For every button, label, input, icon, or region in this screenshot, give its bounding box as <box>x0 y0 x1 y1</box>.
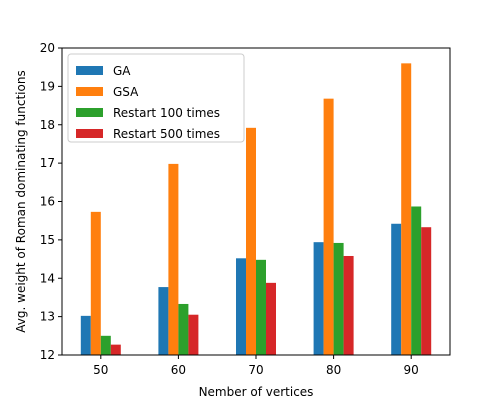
y-tick-label: 15 <box>40 233 55 247</box>
bar-gsa-60 <box>168 163 179 355</box>
y-axis-label: Avg. weight of Roman dominating function… <box>14 70 28 332</box>
bar-restart-500-times-90 <box>421 227 432 355</box>
y-tick-label: 12 <box>40 348 55 362</box>
bar-ga-70 <box>236 258 246 355</box>
bar-gsa-90 <box>401 63 412 355</box>
bar-restart-500-times-50 <box>110 344 121 355</box>
bar-restart-100-times-90 <box>411 206 422 355</box>
legend-swatch <box>76 87 103 96</box>
legend-swatch <box>76 108 103 117</box>
y-tick-label: 19 <box>40 79 55 93</box>
y-tick-label: 14 <box>40 271 55 285</box>
y-axis: 12 13 14 15 16 17 18 19 20 <box>40 41 62 362</box>
legend-swatch <box>76 66 103 75</box>
y-tick-label: 18 <box>40 118 55 132</box>
x-axis-label: Nember of vertices <box>199 385 314 399</box>
bar-gsa-80 <box>323 98 334 355</box>
legend-label: Restart 100 times <box>113 106 220 120</box>
bar-restart-100-times-70 <box>256 259 266 355</box>
legend-swatch <box>76 129 103 138</box>
x-tick-label: 90 <box>404 363 419 377</box>
bar-ga-90 <box>391 223 402 355</box>
bar-restart-100-times-80 <box>333 242 344 355</box>
legend: GA GSA Restart 100 times Restart 500 times <box>67 53 245 143</box>
bar-restart-100-times-50 <box>100 335 111 355</box>
x-tick-label: 80 <box>326 363 341 377</box>
y-tick-label: 16 <box>40 195 55 209</box>
bar-restart-100-times-60 <box>178 303 189 355</box>
y-tick-label: 20 <box>40 41 55 55</box>
x-tick-label: 70 <box>248 363 263 377</box>
bar-restart-500-times-60 <box>188 314 199 355</box>
x-tick-label: 60 <box>171 363 186 377</box>
x-axis: 50 60 70 80 90 <box>93 355 419 377</box>
bar-restart-500-times-70 <box>266 282 276 355</box>
legend-label: GA <box>113 64 131 78</box>
bar-restart-500-times-80 <box>343 255 354 355</box>
legend-label: GSA <box>113 85 139 99</box>
legend-label: Restart 500 times <box>113 127 220 141</box>
bar-ga-50 <box>80 315 91 355</box>
legend-box <box>67 53 245 143</box>
bar-ga-60 <box>158 287 169 355</box>
bar-gsa-50 <box>90 211 101 355</box>
y-tick-label: 17 <box>40 156 55 170</box>
bar-ga-80 <box>313 242 324 355</box>
y-tick-label: 13 <box>40 310 55 324</box>
bars-layer <box>80 63 432 355</box>
x-tick-label: 50 <box>93 363 108 377</box>
bar-gsa-70 <box>246 127 256 355</box>
